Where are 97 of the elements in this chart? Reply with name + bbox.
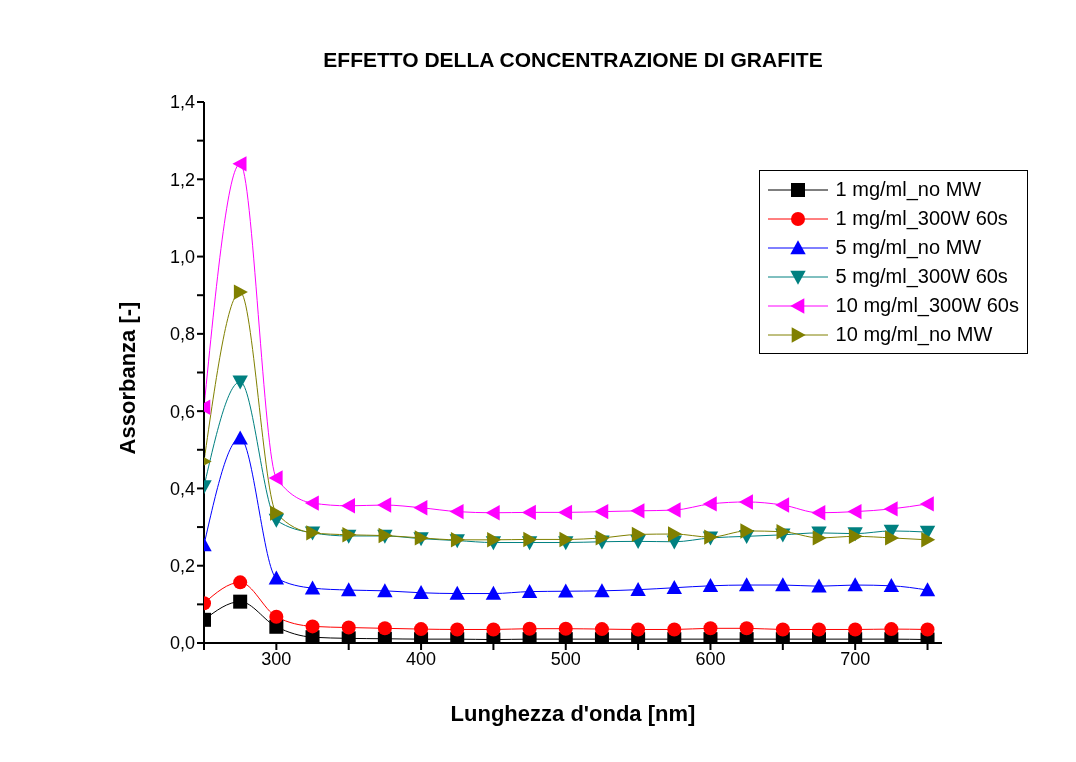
point bbox=[233, 575, 248, 590]
point bbox=[377, 583, 393, 598]
x-axis-title: Lunghezza d'onda [nm] bbox=[449, 701, 697, 727]
y-tick-label: 0,8 bbox=[169, 324, 195, 345]
y-tick-label: 1,2 bbox=[169, 169, 195, 190]
legend-label: 5 mg/ml_no MW bbox=[835, 236, 982, 259]
point bbox=[268, 470, 283, 486]
x-tick-label: 300 bbox=[261, 648, 292, 669]
point bbox=[631, 622, 646, 637]
point bbox=[269, 609, 284, 624]
point bbox=[485, 505, 500, 521]
point bbox=[523, 531, 538, 548]
point bbox=[232, 430, 248, 445]
point bbox=[630, 503, 645, 519]
point bbox=[341, 582, 357, 597]
point bbox=[233, 284, 248, 300]
legend-label: 5 mg/ml_300W 60s bbox=[835, 265, 1008, 288]
point bbox=[341, 620, 356, 635]
y-axis-title: Assorbanza [-] bbox=[115, 301, 141, 455]
point bbox=[738, 494, 753, 510]
point bbox=[776, 524, 791, 540]
legend-label: 10 mg/ml_no MW bbox=[835, 323, 993, 346]
x-tick-label: 400 bbox=[406, 648, 437, 669]
point bbox=[377, 497, 392, 513]
point bbox=[812, 622, 826, 637]
point bbox=[595, 530, 610, 546]
point bbox=[885, 530, 900, 546]
point bbox=[414, 622, 429, 637]
point bbox=[268, 570, 285, 585]
point bbox=[341, 498, 356, 514]
point bbox=[558, 621, 573, 636]
point bbox=[848, 622, 863, 637]
point bbox=[594, 503, 609, 520]
point bbox=[559, 531, 574, 548]
point bbox=[920, 622, 935, 637]
point bbox=[703, 621, 718, 636]
point bbox=[233, 594, 248, 609]
legend-label: 10 mg/ml_300W 60s bbox=[835, 294, 1019, 317]
point bbox=[921, 532, 936, 548]
y-tick-label: 0,2 bbox=[169, 556, 195, 577]
point bbox=[304, 580, 321, 595]
point bbox=[449, 503, 464, 520]
point bbox=[594, 622, 609, 637]
y-tick-label: 1,4 bbox=[169, 92, 195, 113]
point bbox=[847, 503, 862, 520]
point bbox=[594, 583, 610, 598]
point bbox=[666, 580, 682, 595]
point bbox=[487, 532, 502, 548]
y-tick-label: 0,4 bbox=[169, 478, 195, 499]
y-tick-label: 0,6 bbox=[169, 401, 195, 422]
point bbox=[521, 504, 536, 521]
point bbox=[305, 619, 320, 634]
point bbox=[521, 583, 538, 598]
point bbox=[883, 501, 898, 517]
point bbox=[883, 578, 900, 593]
y-tick-label: 1,0 bbox=[169, 246, 195, 267]
point bbox=[775, 577, 791, 592]
legend-label: 1 mg/ml_no MW bbox=[835, 178, 982, 201]
point bbox=[485, 585, 502, 600]
point bbox=[630, 581, 646, 596]
point bbox=[667, 526, 682, 542]
point bbox=[558, 583, 574, 598]
point bbox=[847, 577, 863, 592]
chart-title: EFFETTO DELLA CONCENTRAZIONE DI GRAFITE bbox=[322, 48, 824, 72]
point bbox=[666, 502, 681, 518]
point bbox=[884, 622, 899, 637]
y-tick-label: 0,0 bbox=[169, 633, 195, 654]
point bbox=[738, 577, 755, 592]
point bbox=[631, 526, 646, 543]
point bbox=[740, 523, 755, 539]
point bbox=[811, 578, 827, 593]
point bbox=[812, 530, 827, 546]
point bbox=[558, 504, 573, 521]
x-tick-label: 500 bbox=[550, 648, 581, 669]
point bbox=[232, 375, 248, 390]
point bbox=[702, 578, 719, 593]
point bbox=[449, 585, 465, 600]
x-tick-label: 700 bbox=[840, 648, 871, 669]
point bbox=[919, 582, 936, 597]
x-tick-label: 600 bbox=[695, 648, 726, 669]
point bbox=[377, 621, 392, 636]
point bbox=[919, 496, 934, 512]
point bbox=[413, 500, 428, 516]
point bbox=[667, 622, 682, 637]
point bbox=[450, 622, 465, 637]
point bbox=[232, 156, 247, 172]
point bbox=[702, 496, 717, 512]
point bbox=[413, 585, 429, 600]
point bbox=[304, 495, 319, 511]
point bbox=[775, 622, 790, 637]
point bbox=[270, 505, 285, 521]
point bbox=[739, 621, 754, 636]
point bbox=[486, 622, 501, 637]
point bbox=[522, 621, 537, 636]
legend-label: 1 mg/ml_300W 60s bbox=[835, 207, 1008, 230]
point bbox=[811, 505, 826, 521]
point bbox=[775, 497, 790, 513]
